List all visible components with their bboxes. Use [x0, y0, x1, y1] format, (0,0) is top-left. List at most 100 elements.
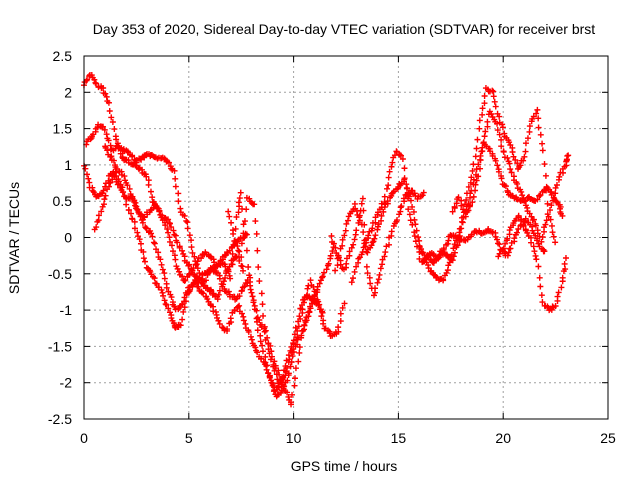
data-point: [440, 276, 447, 283]
data-point: [153, 246, 160, 253]
data-point: [473, 177, 480, 184]
data-point: [210, 290, 217, 297]
data-point: [175, 190, 182, 197]
data-point: [107, 153, 114, 160]
data-point: [481, 100, 488, 107]
data-point: [131, 225, 138, 232]
data-point: [259, 348, 266, 355]
data-point: [562, 254, 569, 261]
data-point: [502, 240, 509, 247]
data-point: [260, 312, 267, 319]
data-point: [105, 137, 112, 144]
data-point: [316, 301, 323, 308]
data-point: [194, 258, 201, 265]
data-point: [522, 148, 529, 155]
data-point: [337, 310, 344, 317]
data-point: [475, 161, 482, 168]
data-point: [422, 256, 429, 263]
data-point: [494, 236, 501, 243]
data-point: [454, 242, 461, 249]
y-tick-label: 2: [64, 84, 72, 100]
data-point: [369, 225, 376, 232]
data-point: [334, 255, 341, 262]
data-point: [528, 239, 535, 246]
data-point: [472, 187, 479, 194]
data-point: [285, 393, 292, 400]
data-point: [517, 217, 524, 224]
data-point: [107, 179, 114, 186]
data-point: [520, 223, 527, 230]
data-point: [307, 303, 314, 310]
data-point: [142, 258, 149, 265]
data-point: [98, 208, 105, 215]
data-point: [193, 261, 200, 268]
data-point: [191, 253, 198, 260]
data-point: [380, 208, 387, 215]
data-point: [559, 274, 566, 281]
data-point: [405, 206, 412, 213]
data-point: [403, 184, 410, 191]
data-point: [375, 221, 382, 228]
data-point: [542, 221, 549, 228]
data-point: [263, 366, 270, 373]
data-point: [214, 296, 221, 303]
data-point: [538, 238, 545, 245]
data-point: [509, 149, 516, 156]
data-point: [479, 111, 486, 118]
data-point: [204, 285, 211, 292]
data-point: [123, 201, 130, 208]
data-point: [308, 300, 315, 307]
data-point: [375, 276, 382, 283]
data-point: [165, 216, 172, 223]
data-point: [195, 283, 202, 290]
data-point: [145, 181, 152, 188]
data-point: [292, 365, 299, 372]
data-point: [359, 249, 366, 256]
data-point: [192, 280, 199, 287]
data-point: [265, 346, 272, 353]
data-point: [248, 336, 255, 343]
data-point: [236, 293, 243, 300]
data-point: [539, 147, 546, 154]
data-point: [381, 199, 388, 206]
data-point: [443, 269, 450, 276]
data-point: [342, 227, 349, 234]
data-point: [515, 225, 522, 232]
data-point: [232, 240, 239, 247]
data-point: [524, 229, 531, 236]
data-point: [531, 248, 538, 255]
data-point: [245, 264, 252, 271]
data-point: [350, 275, 357, 282]
data-point: [341, 232, 348, 239]
data-point: [307, 277, 314, 284]
data-point: [339, 236, 346, 243]
data-point: [220, 281, 227, 288]
data-point: [215, 291, 222, 298]
data-point: [235, 209, 242, 216]
data-point: [192, 276, 199, 283]
data-point: [247, 278, 254, 285]
data-point: [433, 273, 440, 280]
data-point: [166, 220, 173, 227]
data-point: [162, 222, 169, 229]
data-point: [180, 308, 187, 315]
data-point: [171, 303, 178, 310]
data-point: [353, 263, 360, 270]
data-point: [510, 153, 517, 160]
data-point: [236, 248, 243, 255]
data-point: [499, 121, 506, 128]
data-point: [381, 253, 388, 260]
data-point: [335, 324, 342, 331]
chart-title: Day 353 of 2020, Sidereal Day-to-day VTE…: [93, 21, 595, 37]
data-point: [127, 210, 134, 217]
data-points: [80, 71, 572, 408]
data-point: [533, 110, 540, 117]
data-point: [238, 310, 245, 317]
data-point: [183, 217, 190, 224]
data-point: [102, 192, 109, 199]
data-point: [305, 309, 312, 316]
data-point: [240, 317, 247, 324]
data-point: [542, 172, 549, 179]
data-point: [411, 233, 418, 240]
data-point: [541, 248, 548, 255]
